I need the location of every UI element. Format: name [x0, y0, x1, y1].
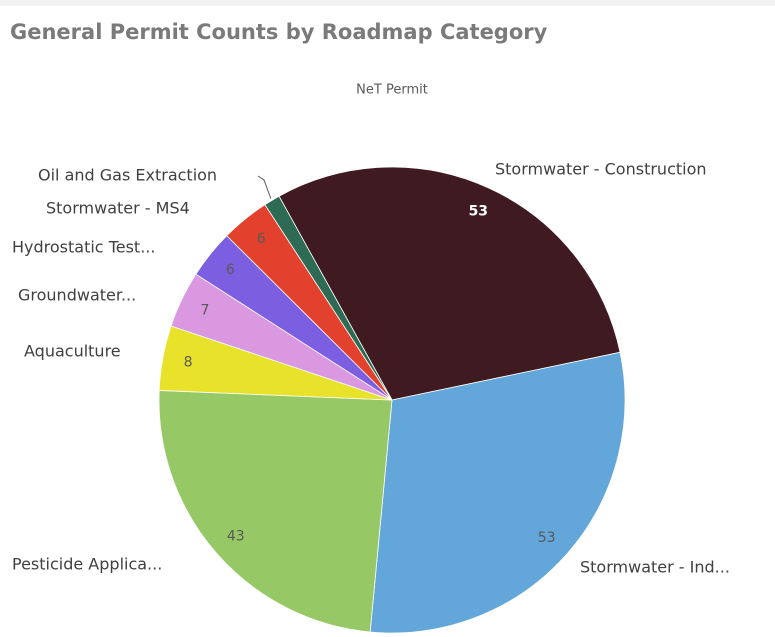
pie-slice	[369, 351, 626, 634]
pie-slice	[158, 390, 393, 633]
leader-line	[257, 175, 272, 199]
pie-slice	[278, 166, 621, 401]
chart-subtitle: NeT Permit	[356, 83, 428, 98]
category-label: Stormwater - Construction	[495, 160, 707, 179]
value-label: 53	[538, 530, 556, 546]
value-label: 43	[227, 528, 245, 544]
category-label: Oil and Gas Extraction	[38, 166, 217, 185]
category-label: Groundwater...	[18, 286, 136, 305]
chart-title: General Permit Counts by Roadmap Categor…	[10, 20, 548, 44]
category-label: Stormwater - MS4	[46, 199, 190, 218]
value-label: 8	[184, 354, 193, 370]
pie-slice	[264, 195, 393, 401]
category-label: Pesticide Applica...	[12, 555, 162, 574]
top-bar	[0, 0, 775, 6]
category-label: Aquaculture	[24, 342, 121, 361]
value-label: 6	[226, 262, 235, 278]
category-label: Stormwater - Ind...	[580, 558, 730, 577]
value-label: 6	[257, 231, 266, 247]
value-label: 53	[469, 203, 488, 219]
value-label: 7	[201, 302, 210, 318]
category-label: Hydrostatic Test...	[12, 238, 155, 257]
